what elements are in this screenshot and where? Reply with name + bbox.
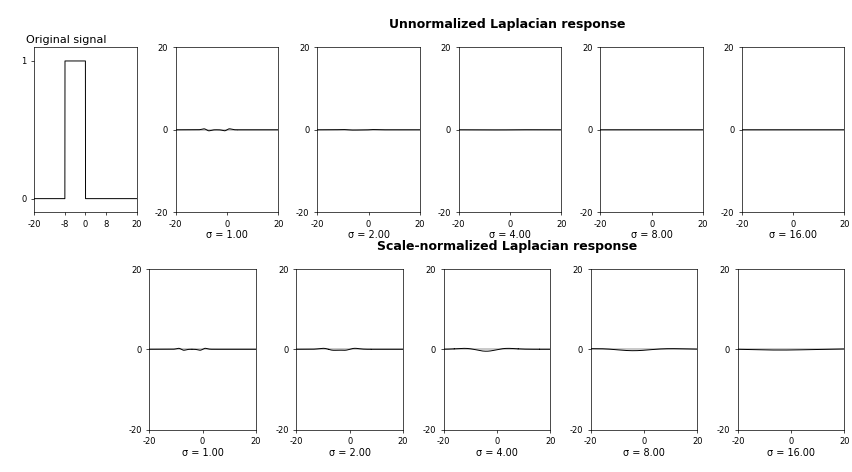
- Text: Unnormalized Laplacian response: Unnormalized Laplacian response: [389, 17, 625, 31]
- X-axis label: σ = 8.00: σ = 8.00: [630, 230, 671, 240]
- X-axis label: σ = 4.00: σ = 4.00: [475, 447, 517, 457]
- X-axis label: σ = 1.00: σ = 1.00: [206, 230, 248, 240]
- X-axis label: σ = 16.00: σ = 16.00: [766, 447, 815, 457]
- X-axis label: σ = 4.00: σ = 4.00: [488, 230, 531, 240]
- X-axis label: σ = 2.00: σ = 2.00: [328, 447, 371, 457]
- X-axis label: σ = 1.00: σ = 1.00: [181, 447, 223, 457]
- X-axis label: σ = 8.00: σ = 8.00: [622, 447, 665, 457]
- X-axis label: σ = 2.00: σ = 2.00: [347, 230, 389, 240]
- Text: Original signal: Original signal: [26, 35, 106, 45]
- Text: Scale-normalized Laplacian response: Scale-normalized Laplacian response: [377, 239, 637, 253]
- X-axis label: σ = 16.00: σ = 16.00: [769, 230, 816, 240]
